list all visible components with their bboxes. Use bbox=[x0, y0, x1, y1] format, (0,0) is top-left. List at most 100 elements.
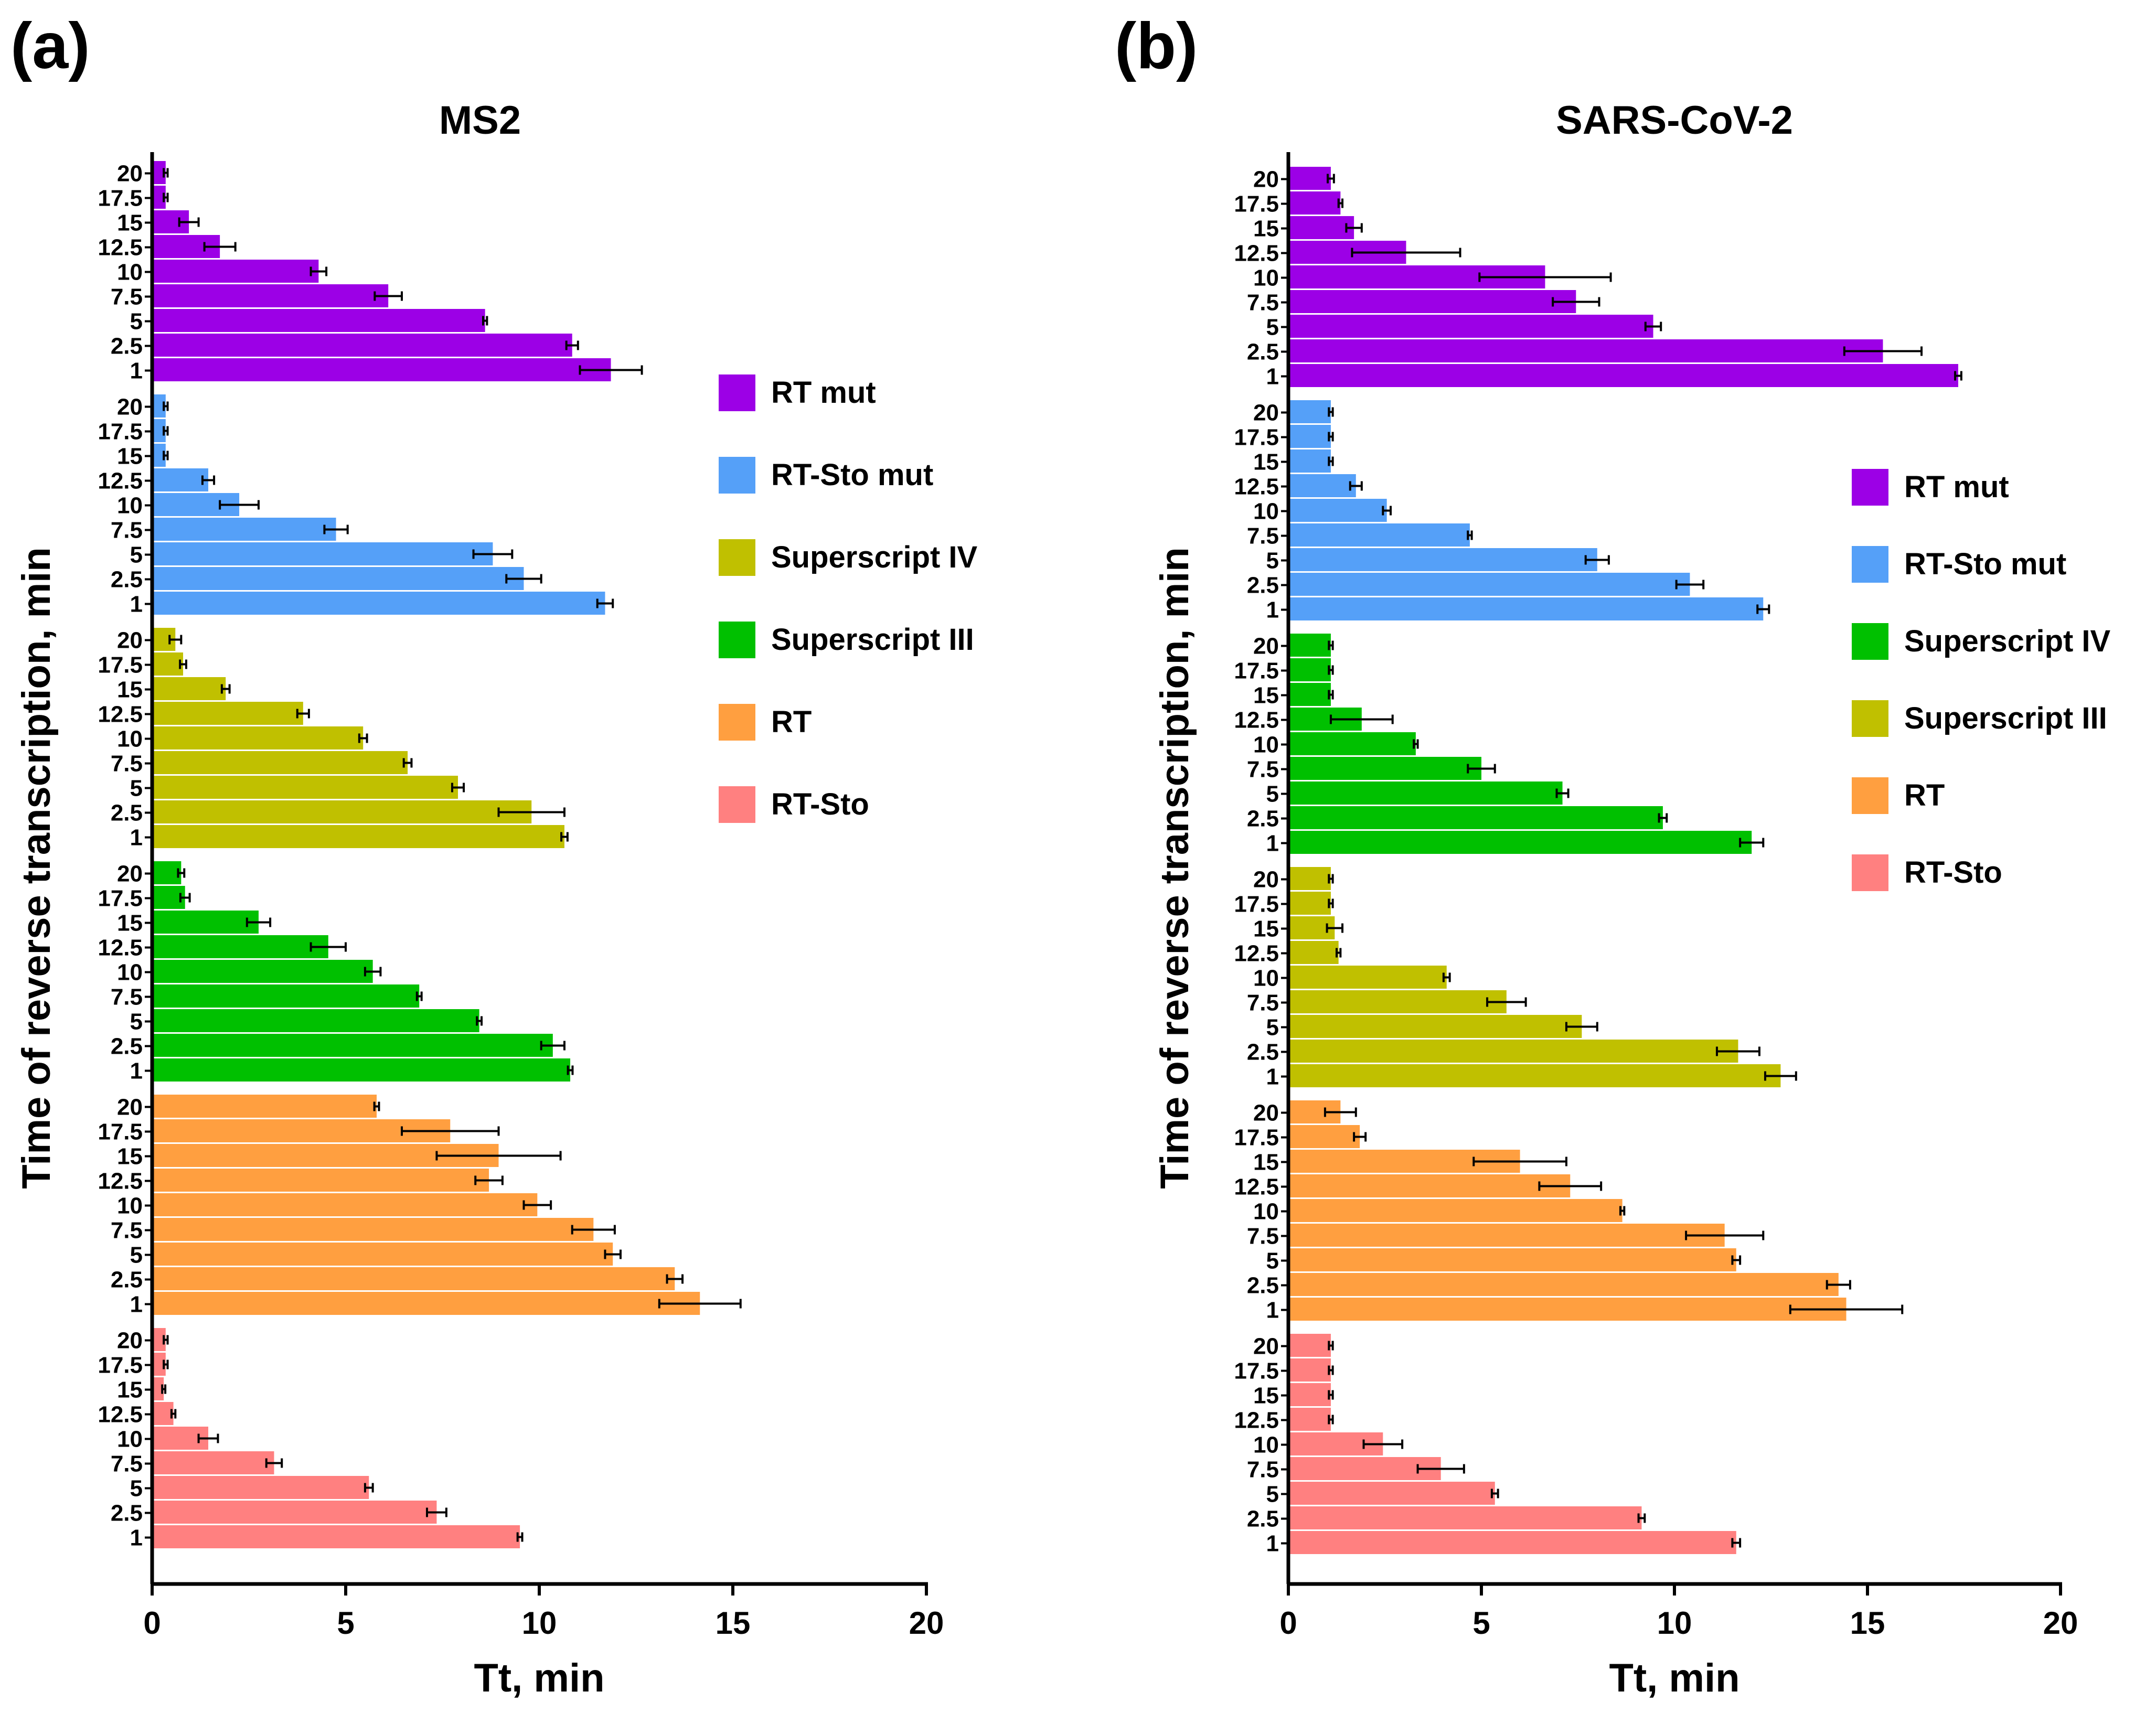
bar bbox=[152, 702, 303, 725]
bar bbox=[1288, 425, 1331, 448]
y-tick-label: 1 bbox=[1266, 364, 1279, 390]
bar bbox=[1288, 757, 1481, 780]
bar bbox=[152, 1193, 538, 1216]
bar bbox=[152, 358, 611, 381]
y-tick-label: 2.5 bbox=[1247, 1040, 1279, 1065]
y-tick-label: 17.5 bbox=[98, 1353, 143, 1378]
y-tick-label: 15 bbox=[1253, 1383, 1279, 1409]
y-tick-label: 2.5 bbox=[111, 1034, 143, 1059]
x-tick-label: 10 bbox=[1657, 1605, 1692, 1641]
bar bbox=[152, 911, 259, 934]
y-tick-label: 2.5 bbox=[111, 567, 143, 593]
y-tick-label: 20 bbox=[117, 394, 143, 420]
legend-label: Superscript III bbox=[1904, 701, 2107, 735]
bar bbox=[1288, 683, 1331, 706]
legend-label: RT-Sto bbox=[1904, 855, 2002, 890]
bar bbox=[1288, 167, 1331, 190]
bar bbox=[152, 518, 336, 541]
y-tick-label: 10 bbox=[1253, 966, 1279, 991]
y-tick-label: 7.5 bbox=[1247, 290, 1279, 316]
y-tick-label: 17.5 bbox=[98, 1119, 143, 1145]
legend-swatch bbox=[1852, 854, 1888, 891]
y-tick-label: 7.5 bbox=[1247, 757, 1279, 783]
y-tick-label: 15 bbox=[117, 911, 143, 936]
bar bbox=[152, 726, 364, 750]
legend-swatch bbox=[1852, 777, 1888, 814]
y-tick-label: 17.5 bbox=[1234, 892, 1279, 917]
legend-label: RT-Sto mut bbox=[771, 458, 933, 492]
y-tick-label: 20 bbox=[117, 161, 143, 187]
bar bbox=[152, 984, 420, 1008]
legend-swatch bbox=[719, 374, 755, 411]
x-tick-label: 20 bbox=[2043, 1605, 2078, 1641]
y-tick-label: 7.5 bbox=[1247, 1457, 1279, 1483]
y-tick-label: 17.5 bbox=[98, 652, 143, 678]
x-tick-label: 10 bbox=[522, 1605, 557, 1641]
panel-label-b: (b) bbox=[1115, 10, 1198, 82]
y-tick-label: 2.5 bbox=[111, 334, 143, 359]
y-tick-label: 15 bbox=[1253, 1150, 1279, 1175]
x-tick-label: 5 bbox=[337, 1605, 354, 1641]
bar bbox=[1288, 1015, 1582, 1038]
y-tick-label: 1 bbox=[130, 1525, 143, 1551]
legend-label: RT bbox=[771, 705, 812, 739]
y-tick-label: 5 bbox=[130, 776, 143, 801]
y-tick-label: 10 bbox=[117, 493, 143, 519]
y-tick-label: 5 bbox=[130, 1009, 143, 1035]
y-tick-label: 12.5 bbox=[1234, 474, 1279, 500]
y-tick-label: 17.5 bbox=[98, 419, 143, 445]
y-tick-label: 15 bbox=[1253, 916, 1279, 942]
bar bbox=[152, 1169, 489, 1192]
y-tick-label: 5 bbox=[130, 309, 143, 335]
y-tick-label: 10 bbox=[117, 260, 143, 285]
y-tick-label: 7.5 bbox=[111, 984, 143, 1010]
bar bbox=[152, 542, 493, 565]
bar bbox=[1288, 1383, 1331, 1406]
y-tick-label: 5 bbox=[1266, 315, 1279, 340]
y-tick-label: 17.5 bbox=[1234, 425, 1279, 451]
bar bbox=[152, 1119, 451, 1142]
bar bbox=[152, 935, 328, 958]
bar bbox=[1288, 1298, 1847, 1321]
bar bbox=[1288, 499, 1387, 522]
bar bbox=[1288, 449, 1331, 473]
bar bbox=[152, 1292, 700, 1315]
y-tick-label: 17.5 bbox=[1234, 191, 1279, 217]
bar bbox=[152, 1058, 571, 1082]
bar bbox=[152, 1218, 594, 1241]
y-tick-label: 12.5 bbox=[1234, 1408, 1279, 1433]
y-tick-label: 7.5 bbox=[111, 284, 143, 310]
y-tick-label: 12.5 bbox=[98, 468, 143, 494]
bar bbox=[1288, 732, 1416, 755]
y-tick-label: 20 bbox=[1253, 634, 1279, 659]
y-tick-label: 15 bbox=[117, 444, 143, 469]
bar bbox=[1288, 1482, 1495, 1505]
y-tick-label: 7.5 bbox=[111, 1218, 143, 1244]
bar bbox=[152, 1009, 479, 1032]
bar bbox=[152, 1243, 613, 1266]
bar bbox=[152, 960, 373, 983]
bar bbox=[1288, 892, 1331, 915]
bar bbox=[152, 776, 458, 799]
bar bbox=[1288, 1199, 1623, 1222]
legend-label: RT mut bbox=[1904, 470, 2009, 504]
y-tick-label: 20 bbox=[117, 1328, 143, 1354]
y-tick-label: 20 bbox=[117, 628, 143, 654]
y-tick-label: 12.5 bbox=[1234, 241, 1279, 266]
y-tick-label: 15 bbox=[117, 1144, 143, 1170]
legend-swatch bbox=[719, 704, 755, 741]
y-axis-label: Time of reverse transcription, min bbox=[14, 547, 59, 1189]
legend-label: RT bbox=[1904, 778, 1945, 812]
bar bbox=[1288, 634, 1331, 657]
y-tick-label: 5 bbox=[1266, 548, 1279, 574]
bar bbox=[1288, 1506, 1642, 1529]
bar bbox=[1288, 966, 1447, 989]
bar bbox=[1288, 315, 1653, 338]
bar bbox=[152, 1501, 437, 1524]
y-tick-label: 12.5 bbox=[98, 235, 143, 261]
y-tick-label: 2.5 bbox=[1247, 806, 1279, 832]
bar bbox=[152, 260, 319, 283]
